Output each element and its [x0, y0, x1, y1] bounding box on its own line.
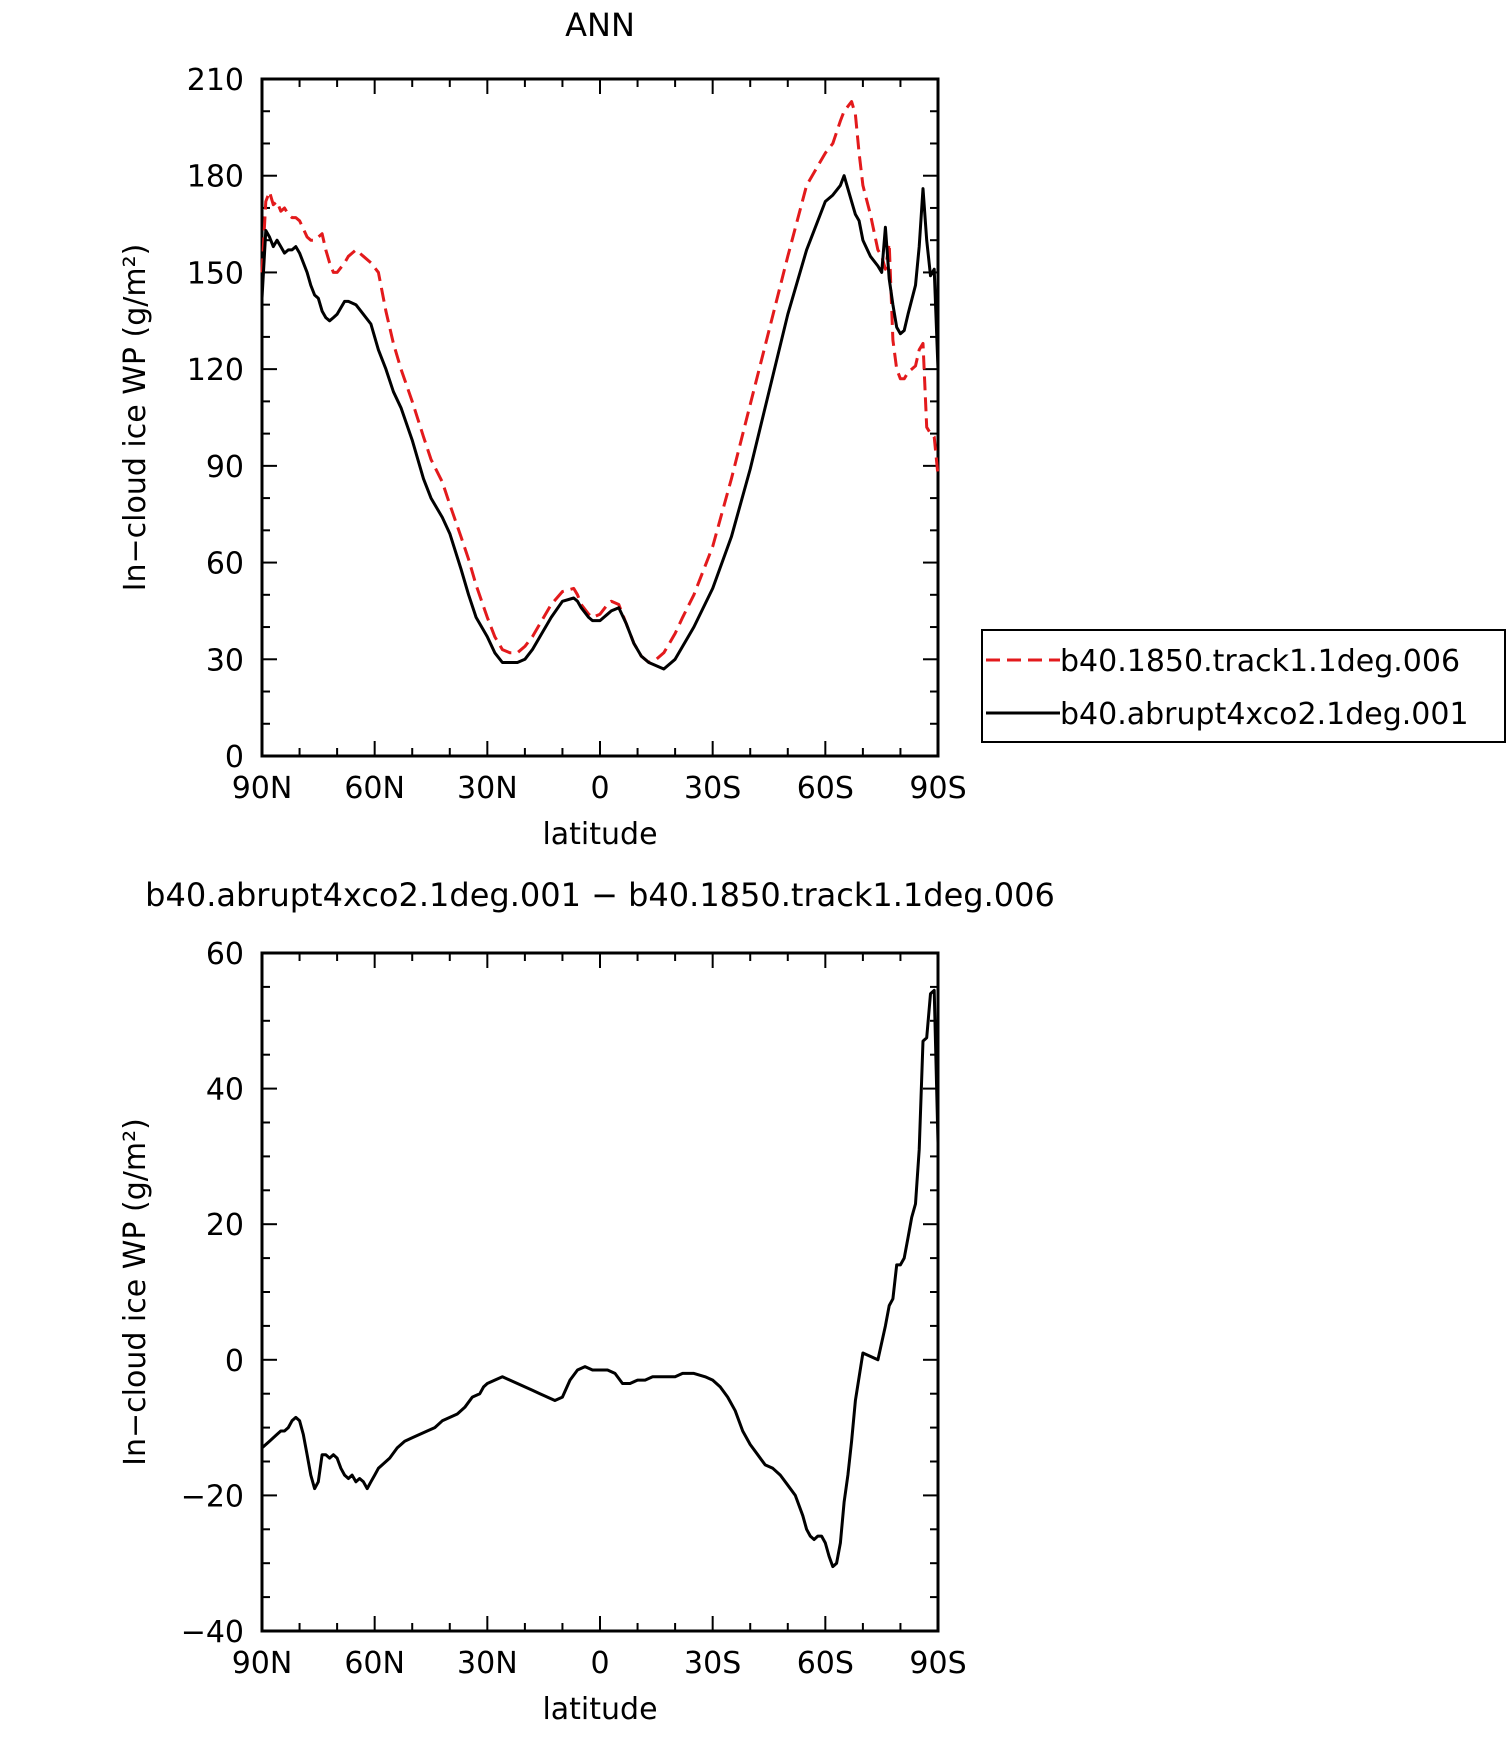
y-tick-label: 40	[206, 1073, 244, 1108]
x-tick-label: 90N	[232, 1646, 293, 1681]
x-tick-label: 60S	[797, 771, 854, 806]
x-tick-label: 60S	[797, 1646, 854, 1681]
x-axis-label: latitude	[542, 1692, 657, 1727]
y-axis-label-name: In−cloud ice WP	[118, 337, 153, 591]
y-axis-label-name: In−cloud ice WP	[118, 1212, 153, 1466]
y-tick-label: 60	[206, 547, 244, 582]
x-tick-label: 60N	[344, 771, 405, 806]
series-line-1	[260, 174, 940, 671]
legend-box	[981, 629, 1506, 743]
legend-label-0: b40.1850.track1.1deg.006	[1060, 644, 1460, 679]
x-tick-label: 30N	[457, 771, 518, 806]
y-tick-label: 90	[206, 450, 244, 485]
x-tick-label: 90S	[909, 1646, 966, 1681]
y-tick-label: 150	[187, 256, 244, 291]
y-tick-label: −40	[181, 1615, 244, 1650]
y-tick-label: 210	[187, 63, 244, 98]
plot-frame	[260, 951, 940, 1633]
x-tick-label: 90N	[232, 771, 293, 806]
y-tick-label: 60	[206, 937, 244, 972]
y-tick-label: 30	[206, 643, 244, 678]
y-tick-label: −20	[181, 1479, 244, 1514]
y-axis-label-units: (g/m²)	[118, 244, 153, 338]
x-tick-label: 90S	[909, 771, 966, 806]
y-axis-label: In−cloud ice WP (g/m²)	[118, 244, 153, 592]
x-tick-label: 60N	[344, 1646, 405, 1681]
x-tick-label: 30S	[684, 771, 741, 806]
legend-label-1: b40.abrupt4xco2.1deg.001	[1060, 697, 1469, 732]
y-axis-label-units: (g/m²)	[118, 1118, 153, 1212]
y-tick-label: 120	[187, 353, 244, 388]
y-tick-label: 20	[206, 1208, 244, 1243]
x-axis-label: latitude	[542, 817, 657, 852]
series-line-0	[261, 988, 940, 1569]
y-axis-label: In−cloud ice WP (g/m²)	[118, 1118, 153, 1466]
x-tick-label: 30S	[684, 1646, 741, 1681]
y-tick-label: 0	[225, 740, 244, 775]
bottom-panel: b40.abrupt4xco2.1deg.001 − b40.1850.trac…	[118, 876, 1055, 1727]
chart-title: b40.abrupt4xco2.1deg.001 − b40.1850.trac…	[145, 876, 1055, 914]
x-tick-label: 30N	[457, 1646, 518, 1681]
x-tick-label: 0	[590, 771, 609, 806]
chart-title: ANN	[565, 6, 635, 44]
x-tick-label: 0	[590, 1646, 609, 1681]
y-tick-label: 0	[225, 1344, 244, 1379]
top-panel: ANN 90N 60N 30N 0 30S 60S 90S 0 30 60 90 120 150 180 21…	[118, 6, 1506, 852]
y-tick-label: 180	[187, 160, 244, 195]
plot-frame	[260, 77, 940, 758]
series-line-0	[260, 100, 940, 664]
